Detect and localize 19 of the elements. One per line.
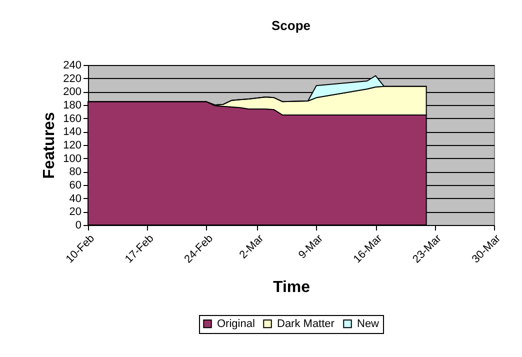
chart-title: Scope: [271, 18, 311, 33]
x-axis-title: Time: [272, 278, 310, 296]
y-axis-title: Features: [41, 112, 58, 179]
y-tick-label: 200: [63, 86, 82, 98]
y-tick-label: 180: [63, 100, 82, 112]
y-tick-label: 20: [69, 206, 82, 218]
y-tick-label: 120: [63, 140, 82, 152]
legend-label: Dark Matter: [277, 318, 335, 330]
y-tick-label: 60: [69, 180, 82, 192]
y-tick-label: 160: [63, 112, 82, 125]
y-tick-label: 240: [63, 60, 82, 72]
y-tick-label: 40: [69, 192, 82, 205]
y-tick-label: 80: [69, 166, 82, 178]
y-tick-label: 220: [63, 72, 82, 85]
legend-label: Original: [217, 318, 255, 330]
y-tick-label: 100: [63, 152, 82, 165]
legend-label: New: [357, 318, 380, 330]
y-tick-label: 0: [75, 220, 82, 232]
y-tick-label: 140: [63, 126, 82, 138]
